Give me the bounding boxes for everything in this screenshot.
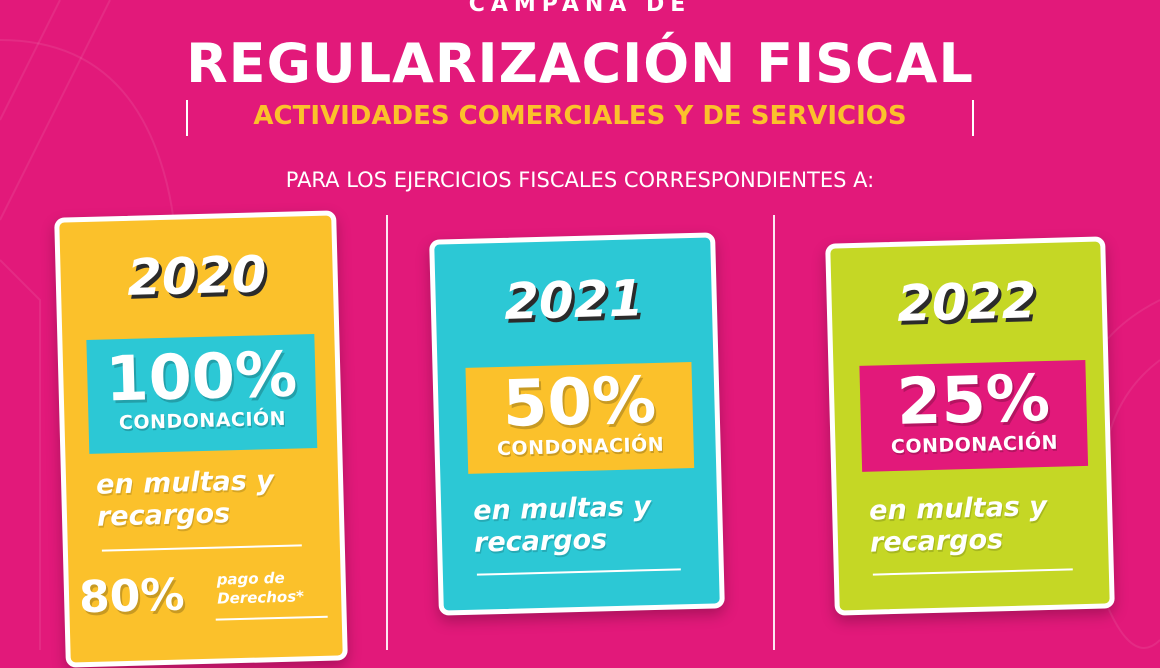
scope-line-1: en multas y — [472, 491, 652, 527]
page-subtitle: ACTIVIDADES COMERCIALES Y DE SERVICIOS — [253, 101, 907, 131]
card-2022: 2022 25% CONDONACIÓN en multas y recargo… — [825, 236, 1115, 616]
condonation-label: CONDONACIÓN — [890, 431, 1059, 459]
scope-text: en multas y recargos — [96, 465, 275, 534]
separator-line — [476, 568, 681, 576]
scope-text: en multas y recargos — [473, 491, 652, 560]
scope-line-1: en multas y — [95, 465, 275, 501]
campaign-pretitle: CAMPAÑA DE — [468, 0, 692, 17]
separator-line — [872, 568, 1073, 576]
derechos-label: pago de Derechos* — [216, 568, 304, 608]
card-year: 2021 — [503, 269, 645, 331]
derechos-percent: 80% — [78, 569, 186, 624]
condonation-label: CONDONACIÓN — [496, 433, 665, 461]
scope-line-2: recargos — [473, 524, 608, 559]
derechos-label-line-2: Derechos* — [216, 587, 305, 608]
card-2021: 2021 50% CONDONACIÓN en multas y recargo… — [429, 232, 725, 616]
subtitle-frame — [186, 100, 974, 136]
scope-line-1: en multas y — [868, 491, 1048, 527]
condonation-badge: 100% CONDONACIÓN — [86, 333, 318, 454]
fiscal-periods-label: PARA LOS EJERCICIOS FISCALES CORRESPONDI… — [285, 168, 875, 192]
page-title: REGULARIZACIÓN FISCAL — [186, 32, 974, 95]
column-divider-right — [773, 215, 775, 650]
condonation-percent: 100% — [104, 337, 299, 416]
column-divider-left — [386, 215, 388, 650]
scope-line-2: recargos — [869, 524, 1004, 559]
separator-line — [101, 544, 302, 552]
scope-text: en multas y recargos — [869, 491, 1048, 560]
derechos-label-line-1: pago de — [216, 568, 285, 589]
condonation-percent: 25% — [895, 361, 1051, 440]
card-year: 2020 — [126, 245, 268, 307]
card-year: 2022 — [896, 271, 1038, 333]
condonation-label: CONDONACIÓN — [118, 407, 287, 435]
separator-line — [215, 615, 328, 621]
condonation-badge: 50% CONDONACIÓN — [465, 361, 695, 474]
scope-line-2: recargos — [96, 498, 231, 533]
condonation-badge: 25% CONDONACIÓN — [859, 359, 1089, 472]
card-2020: 2020 100% CONDONACIÓN en multas y recarg… — [54, 210, 348, 668]
condonation-percent: 50% — [501, 363, 657, 442]
